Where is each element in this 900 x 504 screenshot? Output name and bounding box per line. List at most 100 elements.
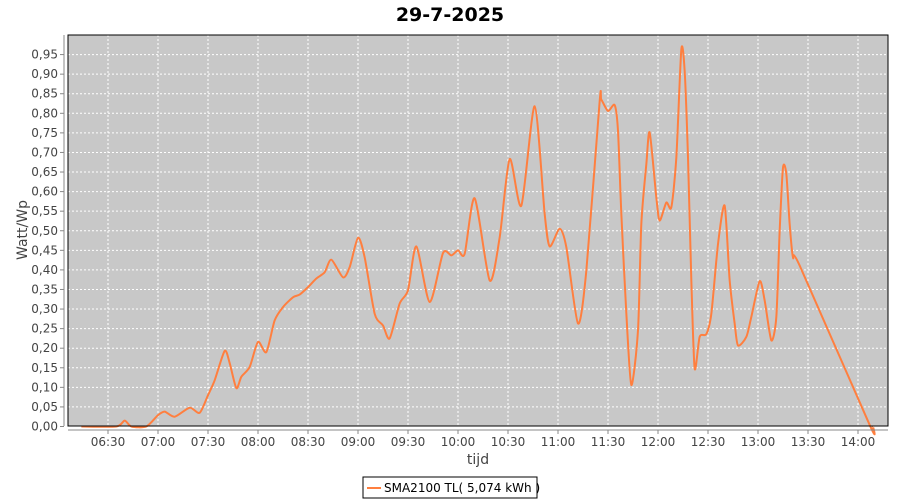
data-point xyxy=(307,286,309,288)
legend-box xyxy=(362,476,538,499)
data-point xyxy=(549,245,551,247)
data-point xyxy=(617,130,619,132)
data-point xyxy=(240,376,242,378)
data-point xyxy=(189,407,191,409)
x-tick-label: 10:30 xyxy=(491,435,526,449)
series-group xyxy=(81,45,876,436)
data-point xyxy=(429,301,431,303)
data-point xyxy=(299,294,301,296)
data-point xyxy=(620,213,622,215)
data-point xyxy=(764,299,766,301)
data-point xyxy=(625,312,627,314)
data-point xyxy=(164,411,166,413)
data-point xyxy=(759,280,761,282)
data-point xyxy=(789,223,791,225)
y-tick-label: 0,70 xyxy=(31,145,58,159)
y-tick-label: 0,60 xyxy=(31,185,58,199)
y-axis-label: Watt/Wp xyxy=(15,200,31,260)
data-point xyxy=(792,256,794,258)
data-point xyxy=(775,316,777,318)
data-point xyxy=(675,157,677,159)
x-tick-label: 14:00 xyxy=(841,435,876,449)
series-line xyxy=(81,45,876,436)
data-point xyxy=(330,259,332,261)
y-tick-label: 0,00 xyxy=(31,420,58,434)
data-point xyxy=(257,341,259,343)
data-point xyxy=(357,237,359,239)
data-point xyxy=(724,205,726,207)
data-point xyxy=(577,323,579,325)
x-axis-label: tijd xyxy=(467,452,489,468)
data-point xyxy=(157,414,159,416)
data-point xyxy=(349,266,351,268)
data-point xyxy=(705,333,707,335)
data-point xyxy=(249,366,251,368)
x-tick-label: 10:00 xyxy=(441,435,476,449)
data-point xyxy=(782,167,784,169)
data-point xyxy=(665,202,667,204)
data-point xyxy=(599,100,601,102)
data-point xyxy=(450,254,452,256)
data-point xyxy=(785,173,787,175)
data-point xyxy=(265,351,267,353)
data-point xyxy=(324,271,326,273)
x-tick-label: 13:00 xyxy=(741,435,776,449)
x-tick-label: 09:30 xyxy=(391,435,426,449)
data-point xyxy=(710,313,712,315)
data-point xyxy=(565,246,567,248)
data-point xyxy=(199,412,201,414)
data-point xyxy=(214,379,216,381)
data-point xyxy=(415,245,417,247)
y-tick-label: 0,90 xyxy=(31,67,58,81)
data-point xyxy=(699,336,701,338)
x-tick-label: 11:00 xyxy=(541,435,576,449)
y-tick-label: 0,50 xyxy=(31,224,58,238)
x-tick-label: 09:00 xyxy=(341,435,376,449)
data-point xyxy=(607,110,609,112)
data-point xyxy=(534,105,536,107)
x-tick-label: 06:30 xyxy=(91,435,126,449)
data-point xyxy=(640,223,642,225)
y-tick-label: 0,40 xyxy=(31,263,58,277)
data-point xyxy=(637,329,639,331)
y-tick-label: 0,75 xyxy=(31,126,58,140)
x-tick-label: 11:30 xyxy=(591,435,626,449)
data-point xyxy=(389,337,391,339)
data-point xyxy=(464,253,466,255)
y-axis-ticks: 0,00 0,05 0,10 0,15 0,20 0,25 0,30 0,35 0,40 0,45… xyxy=(31,48,64,434)
data-point xyxy=(600,99,602,101)
data-point xyxy=(274,319,276,321)
grid xyxy=(68,35,888,427)
data-point xyxy=(292,296,294,298)
data-point xyxy=(559,228,561,230)
data-point xyxy=(364,256,366,258)
data-point xyxy=(544,213,546,215)
data-point xyxy=(442,252,444,254)
y-tick-label: 0,05 xyxy=(31,400,58,414)
y-tick-label: 0,65 xyxy=(31,165,58,179)
y-tick-label: 0,45 xyxy=(31,243,58,257)
data-point xyxy=(649,131,651,133)
data-point xyxy=(520,205,522,207)
data-point xyxy=(745,336,747,338)
data-point xyxy=(174,416,176,418)
x-tick-label: 12:30 xyxy=(691,435,726,449)
data-point xyxy=(729,279,731,281)
y-tick-label: 0,25 xyxy=(31,322,58,336)
data-point xyxy=(235,387,237,389)
y-tick-label: 0,30 xyxy=(31,302,58,316)
data-point xyxy=(734,323,736,325)
data-point xyxy=(684,70,686,72)
data-point xyxy=(499,236,501,238)
data-point xyxy=(770,339,772,341)
y-tick-label: 0,85 xyxy=(31,87,58,101)
data-point xyxy=(229,362,231,364)
y-tick-label: 0,95 xyxy=(31,48,58,62)
data-point xyxy=(342,276,344,278)
data-point xyxy=(694,368,696,370)
x-axis-ticks: 06:30 07:00 07:30 08:00 08:30 09:00 09:30 10:00… xyxy=(91,430,876,449)
data-point xyxy=(779,230,781,232)
data-point xyxy=(670,206,672,208)
data-point xyxy=(799,265,801,267)
